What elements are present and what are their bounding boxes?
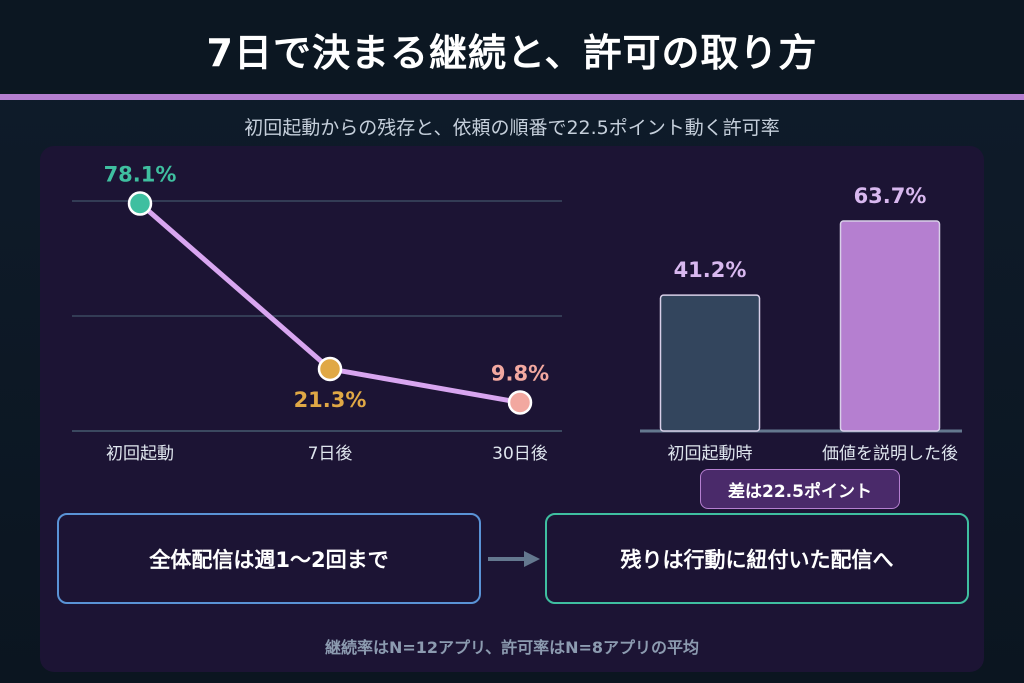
header-bar xyxy=(0,0,1024,94)
bar-chart-bar xyxy=(659,294,761,432)
line-chart-data-label: 21.3% xyxy=(294,388,367,412)
line-chart-point xyxy=(127,191,153,216)
bar-chart-category-label: 価値を説明した後 xyxy=(822,444,958,464)
line-chart-data-label: 9.8% xyxy=(491,361,549,385)
bar-chart-category-label: 初回起動時 xyxy=(668,444,753,464)
line-chart-category-label: 7日後 xyxy=(308,444,353,464)
bar-chart-bar xyxy=(839,220,941,432)
flow-step-triggered-label: 残りは行動に紐付いた配信へ xyxy=(620,547,894,572)
arrow-right-icon xyxy=(488,551,540,567)
line-chart-category-label: 初回起動 xyxy=(106,444,174,464)
page-subtitle: 初回起動からの残存と、依頼の順番で22.5ポイント動く許可率 xyxy=(244,117,780,139)
line-chart-point xyxy=(317,356,343,382)
bar-chart-data-label: 63.7% xyxy=(854,184,927,208)
bar-chart-data-label: 41.2% xyxy=(674,258,747,282)
flow-step-broadcast-label: 全体配信は週1〜2回まで xyxy=(149,547,389,572)
line-chart-data-label: 78.1% xyxy=(104,163,177,187)
footnote: 継続率はN=12アプリ、許可率はN=8アプリの平均 xyxy=(324,638,700,657)
page-title: 7日で決まる継続と、許可の取り方 xyxy=(206,31,818,75)
flow-step-triggered: 残りは行動に紐付いた配信へ xyxy=(545,513,969,604)
flow-step-broadcast: 全体配信は週1〜2回まで xyxy=(57,513,481,604)
difference-badge: 差は22.5ポイント xyxy=(700,469,900,509)
line-chart-category-label: 30日後 xyxy=(492,444,548,464)
line-chart-point xyxy=(507,390,533,415)
accent-divider xyxy=(0,94,1024,100)
